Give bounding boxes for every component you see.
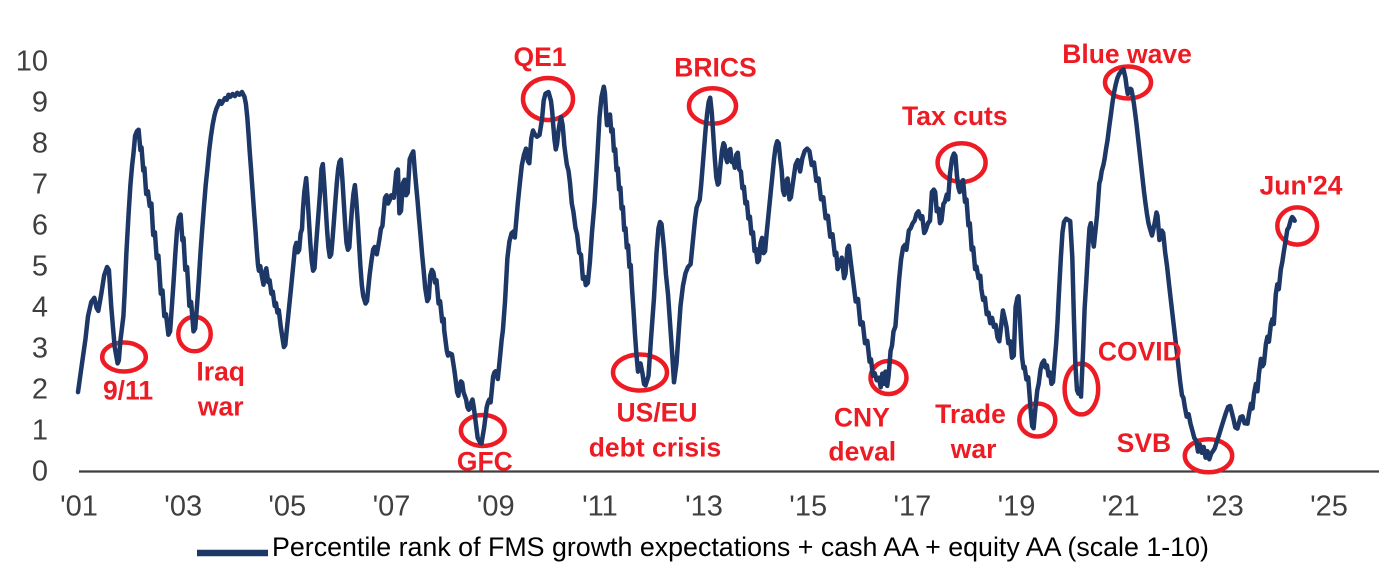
svg-text:debt crisis: debt crisis (589, 433, 722, 463)
svg-text:BRICS: BRICS (674, 53, 756, 83)
svg-text:'01: '01 (60, 491, 98, 523)
svg-text:US/EU: US/EU (617, 398, 698, 428)
svg-text:0: 0 (32, 455, 48, 487)
svg-text:QE1: QE1 (513, 42, 566, 72)
svg-text:Iraq: Iraq (196, 357, 245, 387)
svg-text:CNY: CNY (834, 403, 890, 433)
svg-text:5: 5 (32, 250, 48, 282)
svg-text:deval: deval (828, 437, 896, 467)
svg-text:8: 8 (32, 127, 48, 159)
svg-text:9: 9 (32, 86, 48, 118)
svg-text:1: 1 (32, 414, 48, 446)
svg-text:Blue wave: Blue wave (1062, 39, 1192, 69)
svg-text:'07: '07 (373, 491, 411, 523)
svg-text:'15: '15 (789, 491, 827, 523)
svg-text:3: 3 (32, 332, 48, 364)
svg-text:7: 7 (32, 168, 48, 200)
svg-text:war: war (950, 434, 997, 464)
svg-text:SVB: SVB (1117, 428, 1172, 458)
svg-text:Tax cuts: Tax cuts (902, 101, 1008, 131)
svg-text:9/11: 9/11 (103, 376, 153, 406)
svg-text:'19: '19 (998, 491, 1036, 523)
svg-text:'03: '03 (164, 491, 202, 523)
svg-text:Percentile rank of FMS growth: Percentile rank of FMS growth expectatio… (272, 532, 1209, 562)
svg-text:'09: '09 (477, 491, 515, 523)
svg-text:'21: '21 (1102, 491, 1140, 523)
svg-text:'25: '25 (1310, 491, 1348, 523)
svg-text:10: 10 (16, 45, 48, 77)
svg-text:2: 2 (32, 373, 48, 405)
svg-text:4: 4 (32, 291, 48, 323)
svg-text:'13: '13 (685, 491, 723, 523)
svg-text:'05: '05 (268, 491, 306, 523)
svg-text:Trade: Trade (935, 399, 1006, 429)
svg-text:COVID: COVID (1098, 337, 1182, 367)
svg-text:Jun'24: Jun'24 (1260, 171, 1343, 201)
svg-text:GFC: GFC (457, 447, 513, 477)
svg-text:'23: '23 (1206, 491, 1244, 523)
svg-text:6: 6 (32, 209, 48, 241)
svg-text:war: war (197, 392, 244, 422)
svg-text:'11: '11 (582, 491, 618, 523)
svg-text:'17: '17 (894, 491, 932, 523)
